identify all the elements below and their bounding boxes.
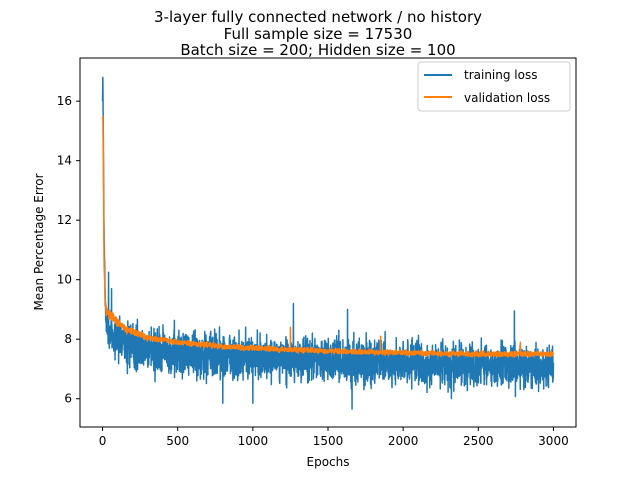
x-axis-ticks: 0 500 1000 1500 2000 2500 3000	[99, 427, 569, 448]
x-tick-label: 3000	[538, 434, 569, 448]
y-tick-label: 14	[57, 154, 72, 168]
x-tick-label: 1500	[313, 434, 344, 448]
chart-title-line-1: 3-layer fully connected network / no his…	[154, 8, 482, 26]
y-axis-ticks: 6 8 10 12 14 16	[57, 94, 80, 406]
chart-title: 3-layer fully connected network / no his…	[154, 8, 482, 59]
x-tick-label: 500	[166, 434, 189, 448]
y-axis-label: Mean Percentage Error	[32, 173, 46, 310]
legend-label-training-loss: training loss	[464, 68, 537, 82]
chart-title-line-2: Full sample size = 17530	[224, 25, 413, 43]
y-tick-label: 12	[57, 213, 72, 227]
chart-title-line-3: Batch size = 200; Hidden size = 100	[180, 41, 455, 59]
x-tick-label: 0	[99, 434, 107, 448]
x-tick-label: 1000	[238, 434, 269, 448]
y-tick-label: 6	[64, 392, 72, 406]
x-axis-label: Epochs	[307, 455, 350, 469]
x-tick-label: 2500	[463, 434, 494, 448]
training-loss-series	[101, 76, 555, 410]
legend-label-validation-loss: validation loss	[464, 91, 550, 105]
y-tick-label: 8	[64, 332, 72, 346]
validation-loss-series	[101, 115, 555, 358]
legend: training loss validation loss	[417, 61, 571, 112]
validation-loss-line	[101, 115, 555, 358]
training-loss-line	[101, 76, 555, 410]
y-tick-label: 16	[57, 94, 72, 108]
plot-area	[101, 76, 555, 410]
legend-box	[417, 61, 571, 112]
y-tick-label: 10	[57, 273, 72, 287]
x-tick-label: 2000	[388, 434, 419, 448]
